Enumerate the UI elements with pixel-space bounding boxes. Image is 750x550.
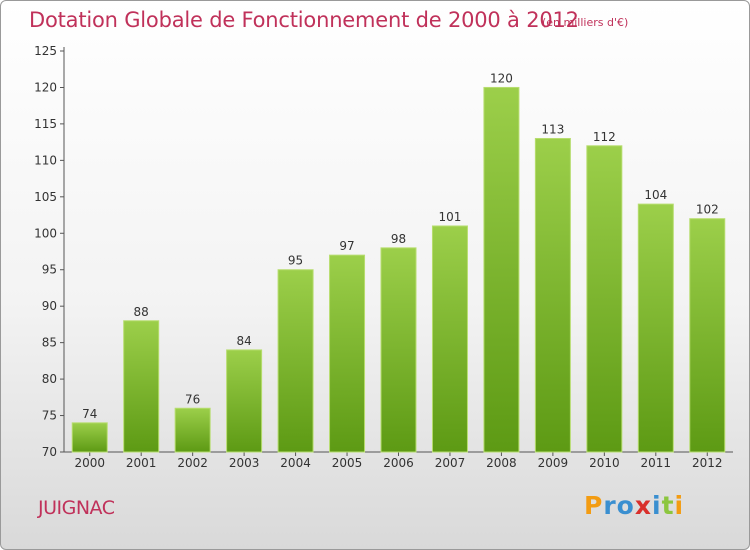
- bar-2004: [277, 269, 314, 453]
- data-label: 102: [696, 203, 719, 217]
- bar-2008: [483, 86, 520, 453]
- y-tick-label: 115: [34, 117, 57, 131]
- x-tick-label: 2010: [589, 456, 620, 470]
- bars: [71, 86, 726, 453]
- y-tick-label: 70: [42, 445, 57, 459]
- bar-2009: [534, 137, 571, 453]
- data-label: 98: [391, 232, 406, 246]
- logo-letter: t: [661, 491, 675, 520]
- x-tick-label: 2002: [177, 456, 208, 470]
- x-tick-label: 2008: [486, 456, 517, 470]
- x-tick-label: 2012: [692, 456, 723, 470]
- data-label: 113: [541, 122, 564, 136]
- proxiti-logo[interactable]: Proxiti: [584, 491, 684, 520]
- bar-2003: [226, 349, 263, 453]
- y-tick-label: 110: [34, 153, 57, 167]
- y-tick-label: 125: [34, 44, 57, 58]
- bar-2001: [123, 320, 160, 453]
- data-label: 74: [82, 407, 97, 421]
- bar-2006: [380, 247, 417, 453]
- data-label: 112: [593, 130, 616, 144]
- commune-name: JUIGNAC: [38, 497, 115, 519]
- y-tick-label: 105: [34, 190, 57, 204]
- y-tick-label: 95: [42, 263, 57, 277]
- axes: 70 75 80 85 90 95 100 105 110 115 120 125 2000 2001 20…: [34, 44, 733, 470]
- y-tick-label: 100: [34, 226, 57, 240]
- data-label: 88: [134, 305, 149, 319]
- x-tick-label: 2003: [229, 456, 260, 470]
- data-label: 95: [288, 254, 303, 268]
- data-labels: 74 88 76 84 95 97 98 101 120 113 112 104 102: [82, 71, 719, 420]
- x-tick-label: 2000: [74, 456, 105, 470]
- bar-2010: [586, 145, 623, 453]
- x-tick-label: 2004: [280, 456, 311, 470]
- logo-letter: i: [652, 491, 662, 520]
- y-tick-label: 75: [42, 409, 57, 423]
- y-tick-label: 85: [42, 336, 57, 350]
- data-label: 97: [339, 239, 354, 253]
- bar-2002: [174, 407, 211, 453]
- data-label: 101: [439, 210, 462, 224]
- logo-letter: o: [616, 491, 635, 520]
- x-tick-label: 2006: [383, 456, 414, 470]
- bar-2012: [689, 218, 726, 453]
- x-tick-label: 2005: [332, 456, 363, 470]
- logo-letter: P: [584, 491, 604, 520]
- y-tick-label: 120: [34, 80, 57, 94]
- bar-2000: [71, 422, 108, 453]
- bar-2007: [431, 225, 468, 453]
- x-tick-label: 2001: [126, 456, 157, 470]
- x-tick-label: 2007: [435, 456, 466, 470]
- data-label: 76: [185, 392, 200, 406]
- logo-letter: r: [603, 491, 617, 520]
- y-tick-label: 80: [42, 372, 57, 386]
- bar-2011: [637, 203, 674, 453]
- logo-letter: x: [634, 491, 652, 520]
- data-label: 84: [236, 334, 251, 348]
- x-tick-label: 2009: [538, 456, 569, 470]
- logo-letter: i: [674, 491, 685, 520]
- chart-title: Dotation Globale de Fonctionnement de 20…: [29, 8, 579, 32]
- chart-unit: (en milliers d'€): [542, 16, 629, 29]
- data-label: 104: [644, 188, 667, 202]
- y-tick-label: 90: [42, 299, 57, 313]
- data-label: 120: [490, 71, 513, 85]
- bar-2005: [329, 254, 366, 453]
- x-tick-label: 2011: [641, 456, 672, 470]
